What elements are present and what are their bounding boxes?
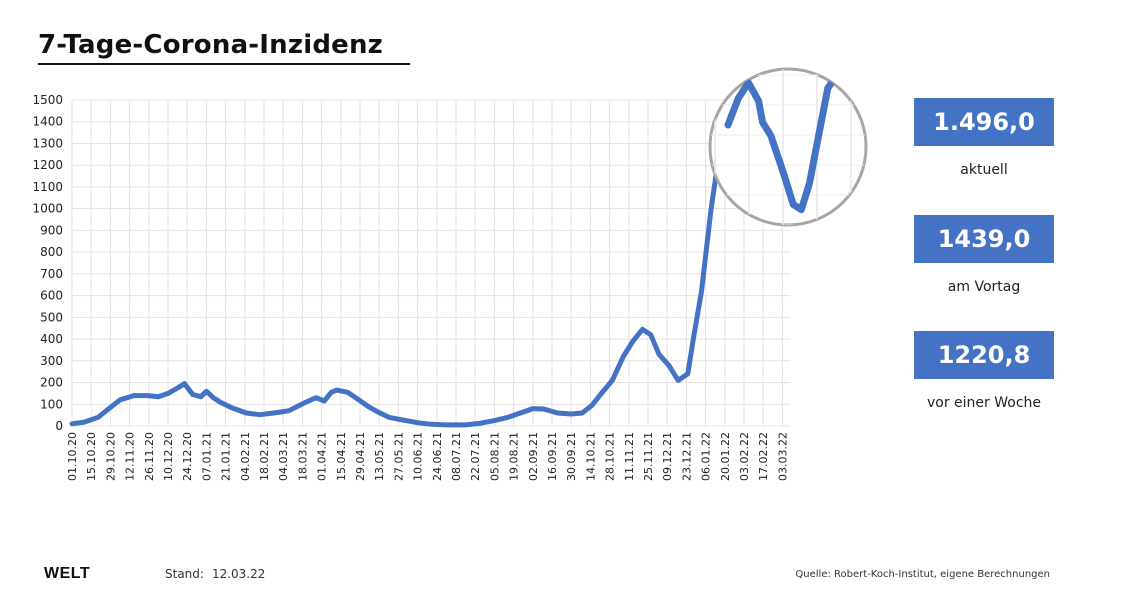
- y-tick-label: 800: [40, 245, 63, 259]
- x-tick-label: 05.08.21: [488, 432, 501, 481]
- x-tick-label: 03.02.22: [738, 432, 751, 481]
- y-tick-label: 900: [40, 223, 63, 237]
- y-tick-label: 0: [55, 419, 63, 433]
- y-tick-label: 100: [40, 397, 63, 411]
- y-tick-label: 200: [40, 376, 63, 390]
- source-note: Quelle: Robert-Koch-Institut, eigene Ber…: [795, 569, 1050, 580]
- stand-date: Stand: 12.03.22: [165, 567, 273, 581]
- x-tick-label: 23.12.21: [680, 432, 693, 481]
- x-tick-label: 10.06.21: [412, 432, 425, 481]
- y-tick-label: 1500: [32, 93, 63, 107]
- magnified-series-line: [724, 69, 842, 214]
- x-tick-label: 17.02.22: [757, 432, 770, 481]
- stat-previous-day-label: am Vortag: [947, 279, 1021, 295]
- x-tick-label: 14.10.21: [584, 432, 597, 481]
- x-tick-label: 18.03.21: [296, 432, 309, 481]
- x-tick-label: 15.04.21: [335, 432, 348, 481]
- title-underline: [38, 63, 410, 65]
- x-tick-label: 06.01.22: [700, 432, 713, 481]
- x-tick-label: 22.07.21: [469, 432, 482, 481]
- x-tick-label: 29.04.21: [354, 432, 367, 481]
- x-tick-label: 11.11.21: [623, 432, 636, 481]
- stat-current-label: aktuell: [960, 162, 1008, 178]
- x-tick-label: 15.10.20: [85, 432, 98, 481]
- x-tick-label: 20.01.22: [719, 432, 732, 481]
- chart-grid: [71, 99, 791, 427]
- y-tick-label: 400: [40, 332, 63, 346]
- y-axis-tick-labels: 0 100 200 300 400 500 600 700 800 900 1000 1100 1200…: [32, 93, 63, 433]
- x-tick-label: 28.10.21: [604, 432, 617, 481]
- x-tick-label: 24.12.20: [181, 432, 194, 481]
- y-tick-label: 1000: [32, 202, 63, 216]
- y-tick-label: 1200: [32, 158, 63, 172]
- y-tick-label: 600: [40, 289, 63, 303]
- stat-week-ago-value: 1220,8: [914, 331, 1054, 379]
- y-tick-label: 700: [40, 267, 63, 281]
- x-tick-label: 07.01.21: [200, 432, 213, 481]
- x-axis-tick-labels: 01.10.20 15.10.20 29.10.20 12.11.20 26.11.20…: [66, 432, 789, 481]
- x-tick-label: 08.07.21: [450, 432, 463, 481]
- y-tick-label: 300: [40, 354, 63, 368]
- x-tick-label: 26.11.20: [143, 432, 156, 481]
- stat-current: 1.496,0 aktuell: [914, 98, 1054, 178]
- stat-previous-day-value: 1439,0: [914, 215, 1054, 263]
- x-tick-label: 30.09.21: [565, 432, 578, 481]
- x-tick-label: 13.05.21: [373, 432, 386, 481]
- welt-logo: WELT: [44, 565, 91, 582]
- x-tick-label: 27.05.21: [392, 432, 405, 481]
- x-tick-label: 29.10.20: [104, 432, 117, 481]
- x-tick-label: 01.10.20: [66, 432, 79, 481]
- x-tick-label: 02.09.21: [527, 432, 540, 481]
- magnifier-lens: [708, 67, 868, 227]
- x-tick-label: 16.09.21: [546, 432, 559, 481]
- x-tick-label: 19.08.21: [508, 432, 521, 481]
- x-tick-label: 03.03.22: [776, 432, 789, 481]
- y-tick-label: 1400: [32, 115, 63, 129]
- y-tick-label: 1100: [32, 180, 63, 194]
- y-tick-label: 500: [40, 310, 63, 324]
- y-tick-label: 1300: [32, 136, 63, 150]
- x-tick-label: 21.01.21: [220, 432, 233, 481]
- x-tick-label: 12.11.20: [124, 432, 137, 481]
- x-tick-label: 01.04.21: [316, 432, 329, 481]
- stand-value: 12.03.22: [211, 567, 266, 581]
- x-tick-label: 04.03.21: [277, 432, 290, 481]
- x-tick-label: 24.06.21: [431, 432, 444, 481]
- x-tick-label: 10.12.20: [162, 432, 175, 481]
- x-tick-label: 09.12.21: [661, 432, 674, 481]
- chart-title: 7-Tage-Corona-Inzidenz: [38, 30, 384, 60]
- x-tick-label: 25.11.21: [642, 432, 655, 481]
- x-tick-label: 18.02.21: [258, 432, 271, 481]
- stat-previous-day: 1439,0 am Vortag: [914, 215, 1054, 295]
- stat-week-ago-label: vor einer Woche: [926, 395, 1042, 411]
- stand-label: Stand:: [165, 567, 204, 581]
- stat-current-value: 1.496,0: [914, 98, 1054, 146]
- x-tick-label: 04.02.21: [239, 432, 252, 481]
- stat-week-ago: 1220,8 vor einer Woche: [914, 331, 1054, 411]
